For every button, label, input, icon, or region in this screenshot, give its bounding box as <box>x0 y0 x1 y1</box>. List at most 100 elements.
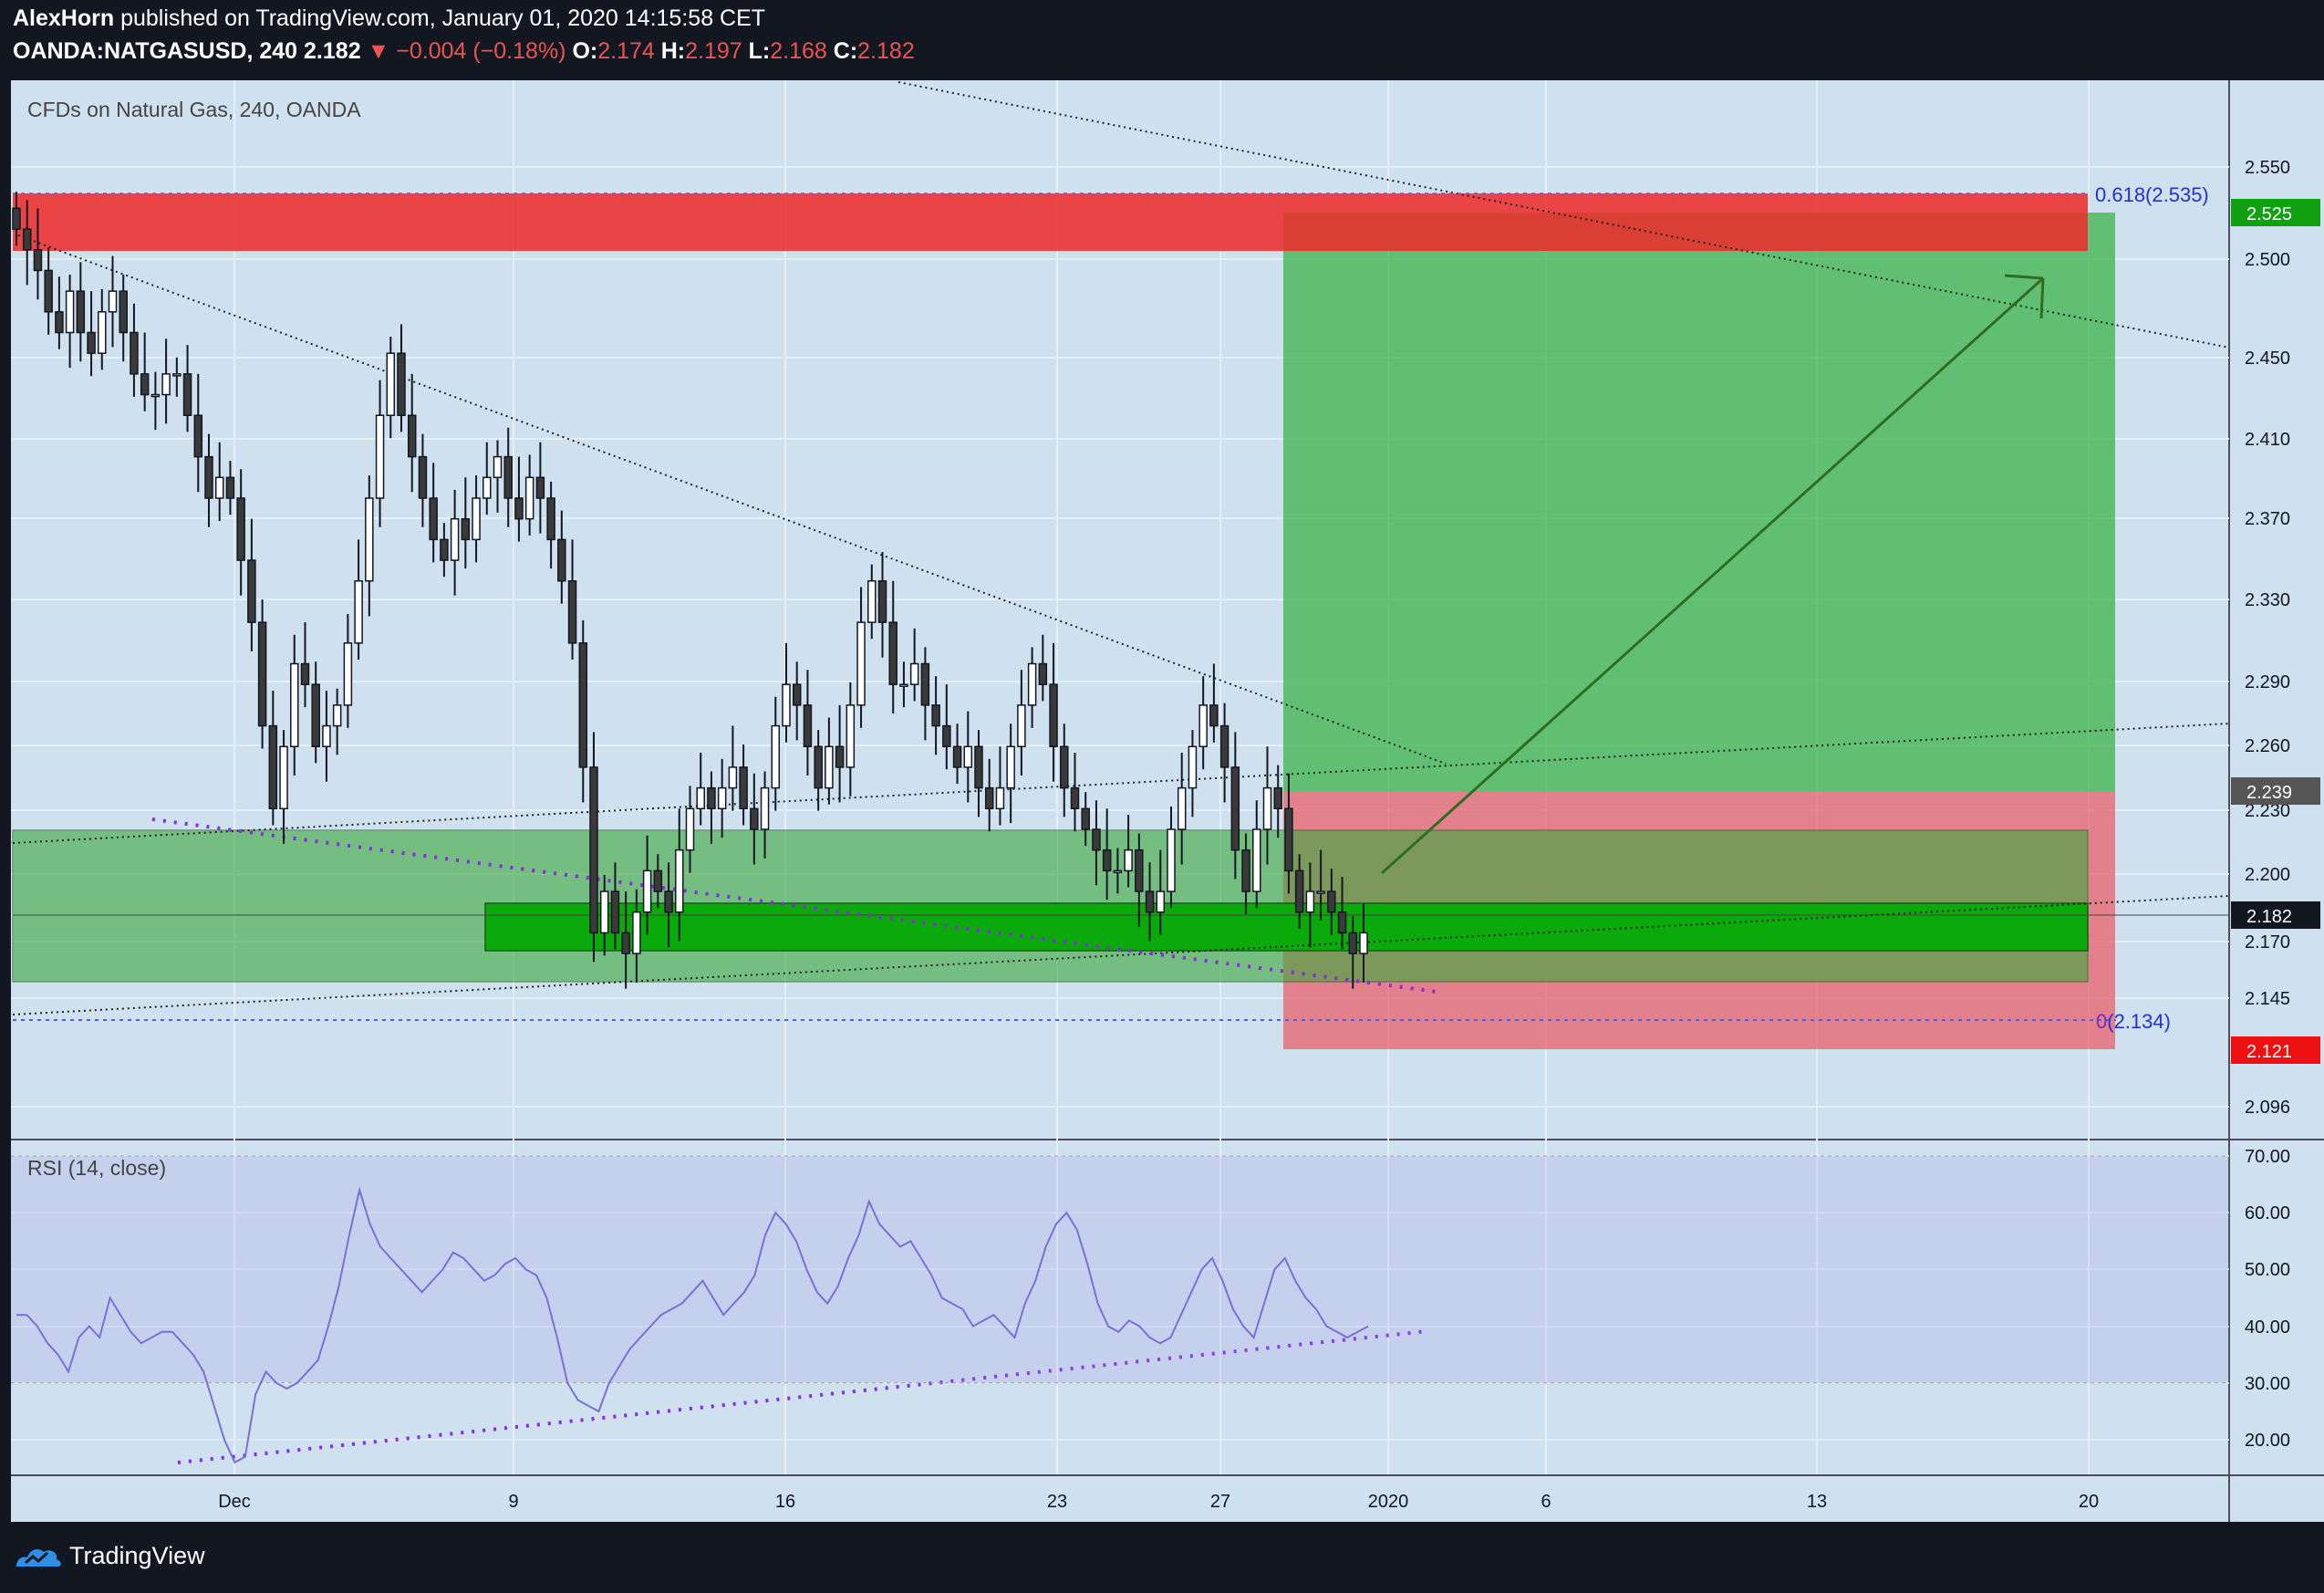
candle <box>140 332 150 411</box>
chart-title: CFDs on Natural Gas, 240, OANDA <box>27 98 361 121</box>
core-support-zone[interactable] <box>484 902 2089 952</box>
candle <box>247 518 256 651</box>
candle <box>482 442 492 515</box>
rsi-axis[interactable] <box>2229 1140 2324 1474</box>
candle <box>225 461 235 515</box>
support-trendline-purple[interactable] <box>151 817 1437 994</box>
open-value: 2.174 <box>597 38 655 64</box>
candle <box>1305 862 1315 948</box>
candle <box>204 433 213 527</box>
candle <box>1294 854 1304 929</box>
candle <box>279 730 288 844</box>
candle <box>1092 800 1101 886</box>
target-zone[interactable] <box>1283 213 2115 792</box>
candle <box>760 771 770 859</box>
candle <box>214 442 224 521</box>
candle <box>717 758 727 838</box>
candle <box>1006 724 1015 824</box>
candle <box>792 661 802 741</box>
author-name[interactable]: AlexHorn <box>13 5 115 31</box>
candle <box>193 373 203 493</box>
candle <box>55 276 64 349</box>
candle <box>1049 642 1058 782</box>
candle <box>172 357 182 397</box>
tradingview-brand: TradingView <box>69 1542 205 1569</box>
candle <box>1209 663 1219 743</box>
high-value: 2.197 <box>685 38 742 64</box>
close-value: 2.182 <box>857 38 915 64</box>
target-badge-text: 2.525 <box>2246 204 2292 224</box>
candle <box>877 551 887 658</box>
candle <box>386 337 396 439</box>
rsi-line[interactable] <box>16 1186 1369 1464</box>
candle <box>375 380 385 527</box>
candle <box>365 475 374 617</box>
resistance-zone[interactable] <box>13 193 2088 251</box>
candle <box>1135 833 1144 927</box>
price-tick-label: 2.200 <box>2245 865 2290 885</box>
last-price: 2.182 <box>304 38 361 64</box>
rsi-tick-label: 70.00 <box>2245 1147 2290 1167</box>
candle <box>493 440 503 513</box>
candle <box>1167 807 1176 909</box>
candle <box>589 732 598 963</box>
rsi-pane[interactable] <box>11 1140 2229 1474</box>
rsi-tick-label: 20.00 <box>2245 1431 2290 1451</box>
candle <box>1327 869 1336 935</box>
rsi-trendline-purple[interactable] <box>177 1329 1428 1464</box>
time-tick-label: Dec <box>218 1492 251 1512</box>
candle <box>514 456 524 542</box>
descending-trendline[interactable] <box>17 234 1447 765</box>
price-tick-label: 2.290 <box>2245 672 2290 692</box>
candle <box>963 711 973 803</box>
candle <box>707 771 716 844</box>
upper-trendline-long[interactable] <box>897 81 2230 349</box>
published-text: published on TradingView.com, January 01… <box>120 5 766 31</box>
candle <box>696 753 705 826</box>
candle <box>920 647 930 741</box>
candle <box>1017 670 1026 776</box>
time-tick-label: 13 <box>1807 1492 1827 1512</box>
time-tick-label: 2020 <box>1368 1492 1409 1512</box>
fib-zero-value: (2.134) <box>2107 1010 2171 1033</box>
candles-layer <box>12 192 1368 989</box>
candle <box>803 670 813 776</box>
candle <box>300 622 310 708</box>
candle <box>675 808 684 942</box>
candle <box>65 274 75 369</box>
candle <box>257 599 267 749</box>
tradingview-logo[interactable]: TradingView <box>13 1542 205 1570</box>
stop-badge <box>2231 1036 2320 1064</box>
time-tick-label: 23 <box>1047 1492 1067 1512</box>
fib-zero-prefix: 0 <box>2096 1010 2107 1033</box>
candle <box>984 758 994 832</box>
target-arrow[interactable] <box>1380 274 2045 875</box>
candle <box>888 580 897 713</box>
candle <box>610 862 620 950</box>
candle <box>632 889 641 983</box>
candle <box>524 454 534 536</box>
candle <box>1070 753 1080 832</box>
price-tick-label: 2.550 <box>2245 158 2290 178</box>
candle <box>856 587 866 728</box>
candle <box>268 690 278 826</box>
price-tick-label: 2.450 <box>2245 349 2290 369</box>
time-axis[interactable] <box>11 1476 2324 1522</box>
candle <box>546 481 555 569</box>
rsi-title: RSI (14, close) <box>27 1156 166 1180</box>
candle <box>22 200 32 286</box>
target-badge <box>2231 199 2320 226</box>
candle <box>1060 724 1069 817</box>
symbol-label: OANDA:NATGASUSD, 240 <box>13 38 298 64</box>
candle <box>1262 746 1272 865</box>
candle <box>1145 862 1155 942</box>
candle <box>150 371 161 431</box>
candle <box>1027 647 1037 728</box>
candle <box>182 345 192 432</box>
candle <box>1219 703 1229 803</box>
candle <box>1348 916 1358 989</box>
fib-618-label: 0.618(2.535) <box>2095 183 2209 206</box>
price-axis[interactable] <box>2229 80 2324 1139</box>
candle <box>1156 849 1166 935</box>
